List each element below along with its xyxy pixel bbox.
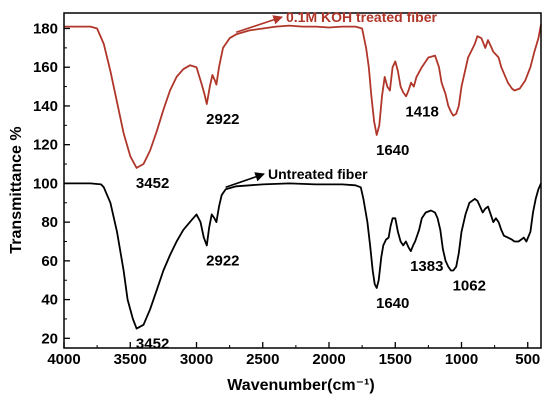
series-line-koh-treated	[64, 24, 542, 169]
peak-label: 1640	[376, 295, 409, 312]
legend-arrow	[235, 15, 283, 34]
y-tick-label: 60	[41, 253, 58, 270]
peak-label: 3452	[136, 336, 169, 353]
legend-layer: 0.1M KOH treated fiber Untreated fiber	[225, 9, 437, 188]
x-axis-label: Wavenumber(cm⁻¹)	[227, 377, 374, 394]
x-tick-label: 1500	[379, 351, 412, 368]
y-tick-label: 100	[33, 175, 58, 192]
peak-label: 1062	[453, 278, 486, 295]
y-tick-label: 20	[41, 330, 58, 347]
x-tick-label: 2500	[246, 351, 279, 368]
peak-label: 2922	[206, 252, 239, 269]
x-tick-label: 3000	[180, 351, 213, 368]
peak-label: 1383	[410, 258, 443, 275]
x-tick-label: 500	[515, 351, 540, 368]
legend-label: Untreated fiber	[268, 166, 368, 182]
axes-layer: 4000 3500 3000 2500 2000 1500 1000 500 20 40 60 80 1…	[33, 12, 542, 368]
y-tick-label: 40	[41, 292, 58, 309]
peak-label: 3452	[136, 175, 169, 192]
x-tick-label: 2000	[312, 351, 345, 368]
plot-frame	[63, 12, 542, 349]
peak-label: 1640	[376, 142, 409, 159]
peak-label: 1418	[405, 103, 438, 120]
legend-arrow	[225, 172, 265, 188]
y-axis-label: Transmittance %	[8, 126, 25, 253]
series-layer	[64, 24, 542, 330]
y-tick-label: 160	[33, 59, 58, 76]
peak-label: 2922	[206, 111, 239, 128]
y-tick-label: 120	[33, 137, 58, 154]
y-tick-label: 80	[41, 214, 58, 231]
x-tick-label: 1000	[445, 351, 478, 368]
y-tick-label: 180	[33, 20, 58, 37]
series-line-untreated	[64, 182, 542, 330]
annotation-layer: 3452 2922 1640 1418 3452 2922 1640 1383 1062	[136, 103, 486, 352]
y-tick-label: 140	[33, 98, 58, 115]
legend-label: 0.1M KOH treated fiber	[286, 9, 437, 25]
x-tick-label: 3500	[114, 351, 147, 368]
x-tick-label: 4000	[47, 351, 80, 368]
